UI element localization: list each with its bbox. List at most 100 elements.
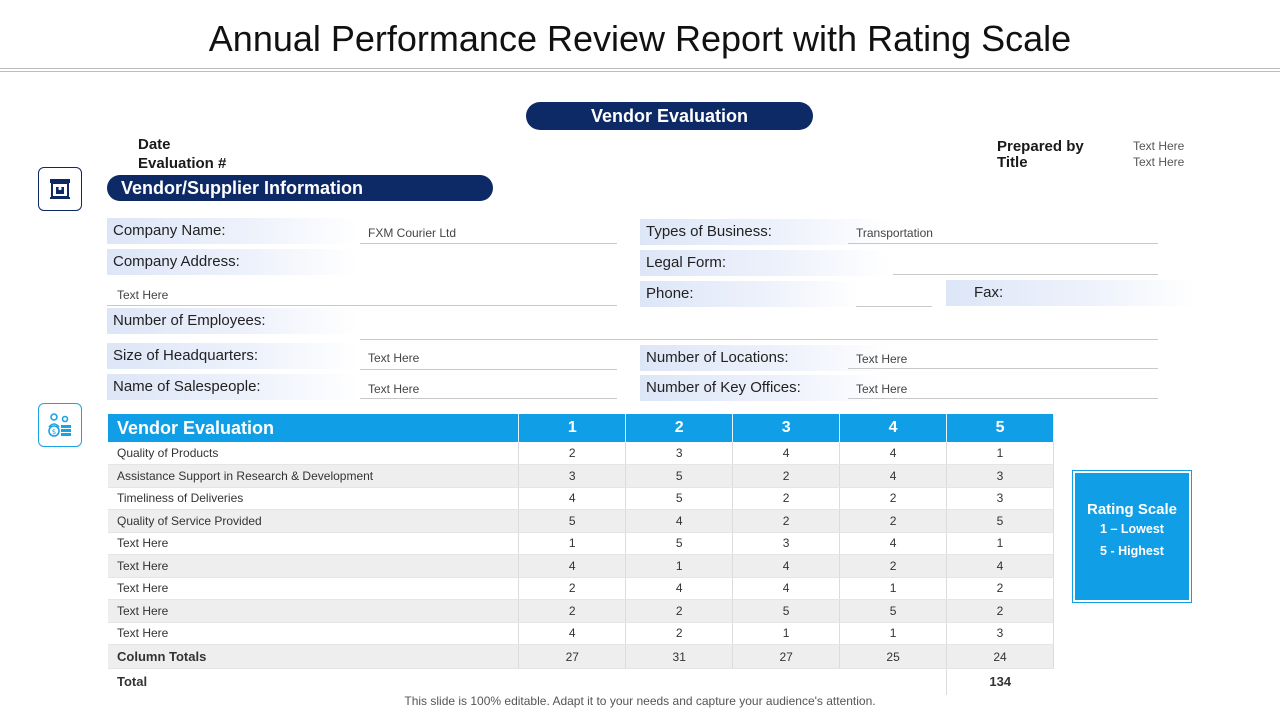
company-name-underline — [360, 243, 617, 244]
row-score: 2 — [946, 599, 1054, 623]
rating-scale-lowest: 1 – Lowest — [1100, 522, 1164, 536]
row-criteria: Text Here — [108, 577, 520, 600]
column-total: 24 — [946, 644, 1054, 669]
grand-total-spacer — [733, 669, 840, 695]
column-total: 25 — [839, 644, 948, 669]
grand-total-spacer — [839, 668, 948, 695]
table-header-score-5: 5 — [946, 414, 1054, 442]
row-criteria: Text Here — [108, 599, 520, 623]
key-offices-value: Text Here — [856, 382, 908, 396]
row-criteria: Quality of Service Provided — [108, 509, 520, 533]
table-row: Quality of Products 2 3 4 4 1 — [108, 442, 1054, 465]
table-row: Text Here 2 4 4 1 2 — [108, 577, 1054, 600]
phone-label: Phone: — [640, 281, 860, 307]
money-people-icon: $ — [38, 403, 82, 447]
row-score: 1 — [946, 442, 1054, 465]
table-header-score-1: 1 — [518, 414, 627, 442]
evaluation-number-label: Evaluation # — [138, 155, 227, 172]
table-row: Quality of Service Provided 5 4 2 2 5 — [108, 509, 1054, 533]
row-score: 1 — [839, 622, 948, 645]
row-score: 4 — [732, 577, 841, 600]
rating-scale-box: Rating Scale 1 – Lowest 5 - Highest — [1072, 470, 1192, 603]
row-score: 3 — [625, 442, 734, 465]
table-header-score-3: 3 — [732, 414, 841, 442]
phone-underline — [856, 306, 932, 307]
title-divider — [0, 68, 1280, 69]
page-title: Annual Performance Review Report with Ra… — [208, 18, 1072, 59]
row-score: 2 — [518, 599, 627, 623]
company-address-label: Company Address: — [107, 249, 357, 275]
row-score: 4 — [839, 532, 948, 555]
table-row: Text Here 1 5 3 4 1 — [108, 532, 1054, 555]
row-score: 5 — [732, 599, 841, 623]
business-type-label: Types of Business: — [640, 219, 890, 245]
row-score: 4 — [625, 509, 734, 533]
row-score: 1 — [839, 577, 948, 600]
legal-form-label: Legal Form: — [640, 250, 890, 276]
column-total: 31 — [625, 644, 734, 669]
row-score: 2 — [518, 577, 627, 600]
business-type-value: Transportation — [856, 226, 933, 240]
row-score: 4 — [518, 554, 627, 578]
locations-value: Text Here — [856, 352, 908, 366]
row-criteria: Quality of Products — [108, 442, 520, 465]
row-criteria: Text Here — [108, 554, 520, 578]
company-name-value: FXM Courier Ltd — [368, 226, 457, 240]
vendor-evaluation-banner: Vendor Evaluation — [526, 102, 813, 130]
salespeople-value: Text Here — [368, 382, 420, 396]
row-score: 2 — [839, 487, 948, 510]
row-score: 5 — [625, 532, 734, 555]
company-name-label: Company Name: — [107, 218, 357, 244]
grand-total-spacer — [519, 669, 626, 695]
table-row: Text Here 4 1 4 2 4 — [108, 554, 1054, 578]
row-score: 5 — [946, 509, 1054, 533]
table-header-criteria: Vendor Evaluation — [108, 414, 520, 442]
row-score: 1 — [946, 532, 1054, 555]
prepared-by-label: Prepared by — [997, 138, 1084, 155]
row-score: 3 — [518, 464, 627, 488]
table-header-row: Vendor Evaluation 1 2 3 4 5 — [108, 414, 1054, 442]
hq-size-underline — [360, 369, 617, 370]
company-address-underline — [107, 305, 617, 306]
table-row: Text Here 4 2 1 1 3 — [108, 622, 1054, 645]
row-score: 2 — [518, 442, 627, 465]
grand-total-label: Total — [117, 674, 148, 690]
row-score: 3 — [732, 532, 841, 555]
row-criteria: Text Here — [108, 532, 520, 555]
row-score: 3 — [946, 622, 1054, 645]
locations-label: Number of Locations: — [640, 345, 890, 371]
key-offices-underline — [848, 398, 1158, 399]
company-address-value: Text Here — [117, 288, 169, 302]
salespeople-label: Name of Salespeople: — [107, 374, 357, 400]
title-label: Title — [997, 154, 1028, 171]
locations-underline — [848, 368, 1158, 369]
svg-text:$: $ — [52, 428, 56, 436]
row-score: 3 — [946, 464, 1054, 488]
grand-total-row: Total 134 — [108, 668, 1054, 695]
salespeople-underline — [360, 398, 617, 399]
row-score: 2 — [839, 509, 948, 533]
grand-total-spacer — [626, 669, 733, 695]
row-score: 4 — [518, 487, 627, 510]
vendor-information-header: Vendor/Supplier Information — [107, 175, 493, 201]
date-label: Date — [138, 136, 171, 153]
row-score: 2 — [946, 577, 1054, 600]
row-score: 5 — [625, 464, 734, 488]
table-header-score-2: 2 — [625, 414, 734, 442]
footer-note: This slide is 100% editable. Adapt it to… — [404, 694, 876, 708]
row-criteria: Text Here — [108, 622, 520, 645]
rating-scale-title: Rating Scale — [1086, 501, 1178, 518]
row-score: 5 — [839, 599, 948, 623]
title-value: Text Here — [1133, 155, 1185, 169]
column-total: 27 — [518, 644, 627, 669]
row-criteria: Timeliness of Deliveries — [108, 487, 520, 510]
row-score: 3 — [946, 487, 1054, 510]
vendor-evaluation-table: Vendor Evaluation 1 2 3 4 5 Quality of P… — [108, 414, 1054, 695]
employees-underline — [360, 339, 1158, 340]
column-totals-row: Column Totals 27 31 27 25 24 — [108, 644, 1054, 669]
rating-scale-highest: 5 - Highest — [1100, 544, 1164, 558]
row-score: 2 — [625, 599, 734, 623]
table-header-score-4: 4 — [839, 414, 948, 442]
row-score: 4 — [518, 622, 627, 645]
row-score: 4 — [732, 442, 841, 465]
